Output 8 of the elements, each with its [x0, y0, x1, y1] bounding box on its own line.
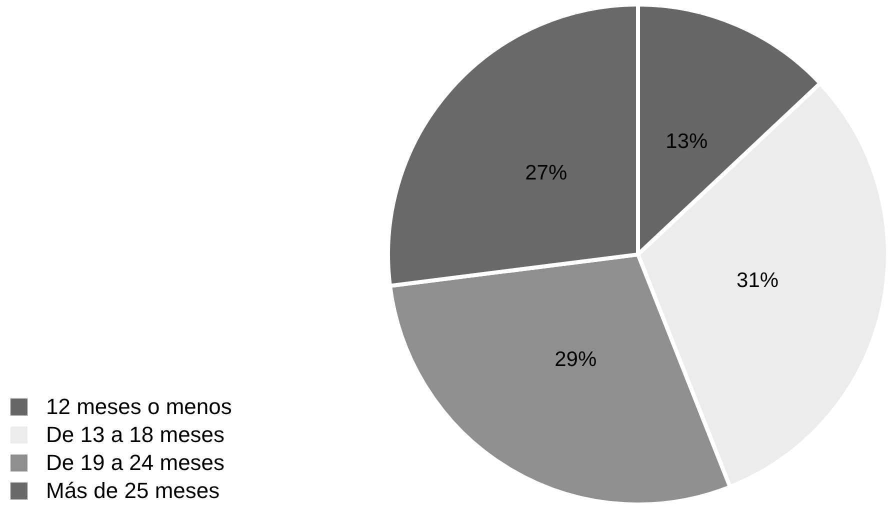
- legend-label: 12 meses o menos: [46, 394, 232, 419]
- legend-label: Más de 25 meses: [46, 478, 220, 503]
- legend-label: De 19 a 24 meses: [46, 450, 225, 475]
- data-label: 29%: [554, 348, 597, 371]
- data-label: 13%: [666, 130, 708, 154]
- data-label: 31%: [736, 269, 779, 292]
- data-label: 27%: [525, 161, 568, 184]
- legend-label: De 13 a 18 meses: [46, 422, 225, 447]
